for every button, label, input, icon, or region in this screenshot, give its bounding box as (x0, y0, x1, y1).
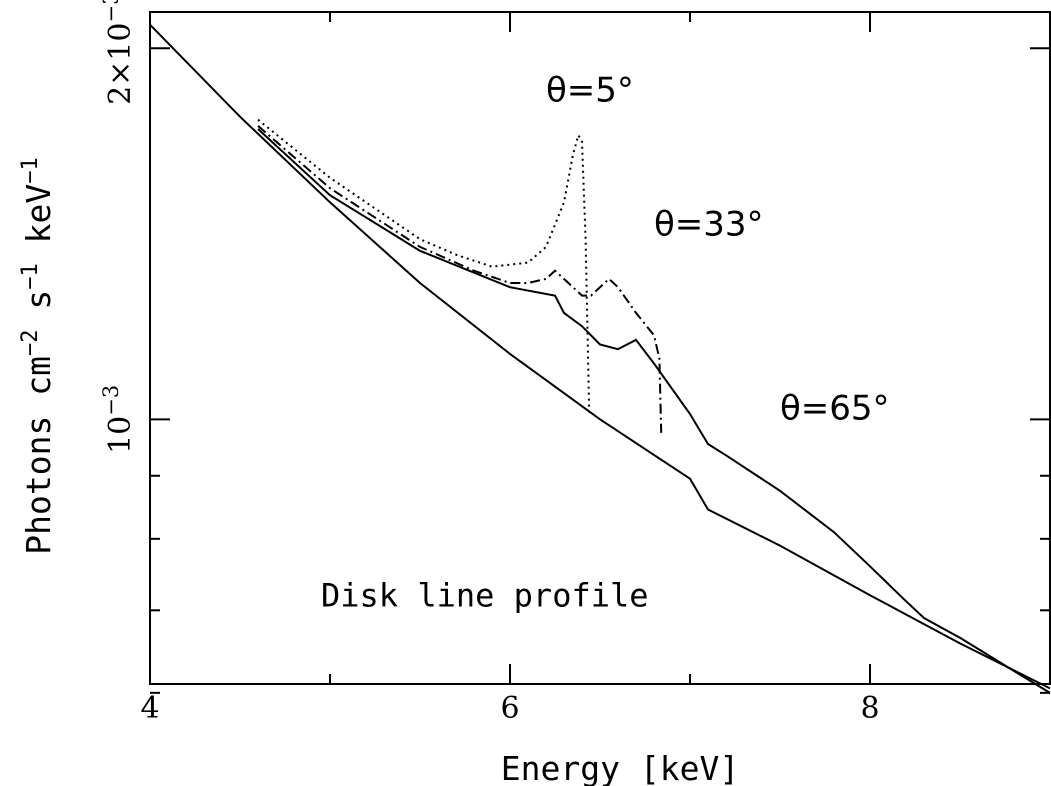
series-label: θ=33° (654, 204, 764, 244)
annotations: θ=5° θ=33° θ=65° Disk line profile (321, 71, 890, 615)
y-tick-label: 10−3 (99, 385, 138, 454)
chart-annotation: Disk line profile (321, 577, 649, 615)
y-tick-label: 2×10−3 (99, 0, 138, 105)
y-tick-label-exponent: −3 (99, 385, 123, 416)
y-tick-label-exponent: −3 (99, 0, 123, 23)
y-tick-label-base: 10 (103, 416, 138, 454)
y-axis-title-part: Photons cm (19, 356, 58, 555)
series-label: θ=65° (780, 388, 890, 428)
x-tick-label: 4 (140, 691, 159, 726)
y-tick-label-base: 2×10 (103, 23, 138, 105)
y-axis-title-part: keV (19, 184, 58, 263)
x-axis-title: Energy [keV] (501, 749, 739, 786)
y-axis-title-exponent: −2 (18, 330, 43, 357)
y-axis-title: Photons cm−2 s−1 keV−1 (18, 157, 58, 554)
curves (149, 24, 1051, 694)
series-line-2 (257, 125, 663, 433)
series-label: θ=5° (546, 71, 634, 111)
x-tick-label: 6 (500, 691, 519, 726)
plot-frame (149, 11, 1051, 685)
x-tick-label: 8 (860, 691, 879, 726)
series-line-3 (257, 128, 1051, 694)
y-axis-title-exponent: −1 (18, 157, 43, 184)
continuum-curve (149, 24, 1051, 690)
y-axis-title-part: s (19, 290, 58, 330)
y-axis-title-exponent: −1 (18, 263, 43, 290)
series-line-1 (257, 118, 591, 415)
